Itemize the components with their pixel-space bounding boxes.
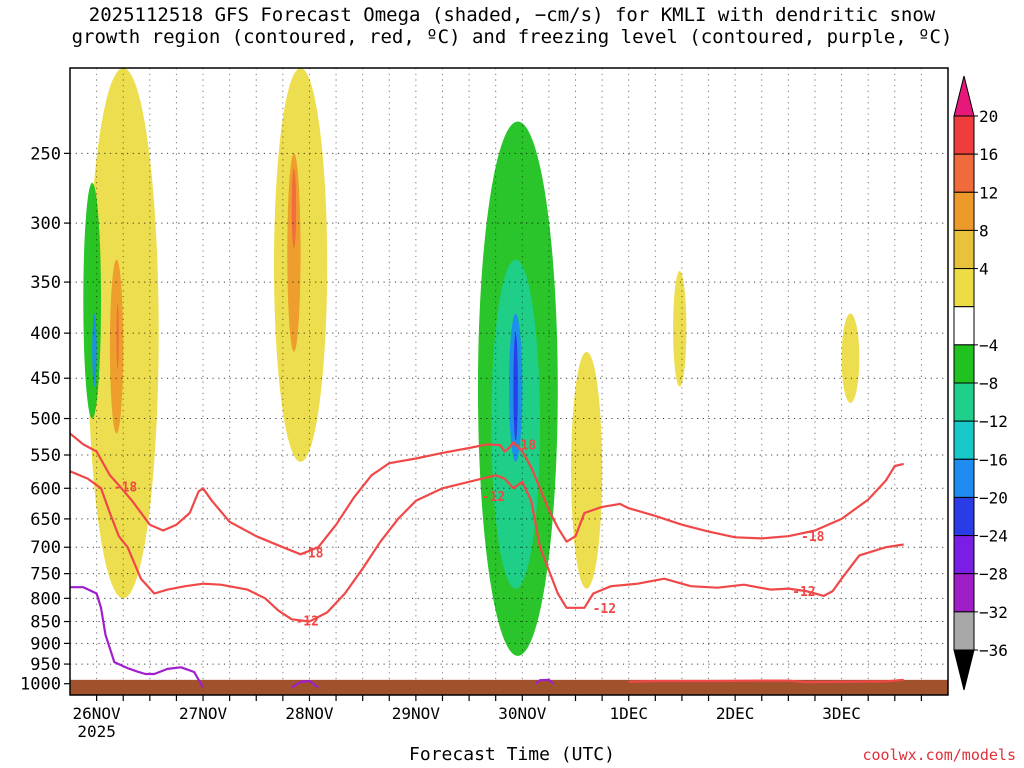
contour-label-2: -12 bbox=[295, 615, 318, 630]
grid-lines bbox=[70, 68, 948, 695]
y-tick-label-500: 500 bbox=[30, 410, 61, 430]
contour-line-unlabeled-2 bbox=[628, 678, 904, 684]
colorbar-bin--16-to--12 bbox=[953, 420, 975, 460]
colorbar-bin-8-to-12 bbox=[953, 191, 975, 231]
colorbar-tick-label--36: −36 bbox=[979, 641, 1008, 660]
colorbar-tick-label-8: 8 bbox=[979, 221, 989, 240]
omega-region-ascent-max-26nov bbox=[116, 303, 119, 370]
y-tick-label-250: 250 bbox=[30, 144, 61, 164]
colorbar-tick-label--16: −16 bbox=[979, 450, 1008, 469]
chart-title-line-1: 2025112518 GFS Forecast Omega (shaded, −… bbox=[88, 4, 936, 26]
colorbar-tick-label-4: 4 bbox=[979, 260, 989, 279]
y-tick-label-600: 600 bbox=[30, 479, 61, 499]
omega-region-ascent-core-26nov bbox=[109, 259, 124, 434]
y-tick-label-800: 800 bbox=[30, 589, 61, 609]
y-tick-label-400: 400 bbox=[30, 324, 61, 344]
colorbar-bin-16-to-20 bbox=[953, 115, 975, 155]
contour-label-7: -12 bbox=[792, 585, 815, 600]
omega-region-ascent-28nov-max bbox=[291, 168, 297, 248]
credit-link[interactable]: coolwx.com/models bbox=[862, 746, 1016, 764]
colorbar-tick-label--24: −24 bbox=[979, 527, 1008, 546]
colorbar: 20 16 12 8 4 −4 −8 −12 −16 −20 −24 −28 −32 −36 bbox=[953, 75, 1008, 691]
chart-title-line-2: growth region (contoured, red, ºC) and f… bbox=[71, 26, 953, 48]
x-tick-sublabel-26NOV: 2025 bbox=[77, 722, 116, 741]
colorbar-bin--32-to--28 bbox=[953, 573, 975, 613]
colorbar-tick-label--28: −28 bbox=[979, 565, 1008, 584]
x-tick-label-27NOV: 27NOV bbox=[179, 704, 228, 723]
y-tick-label-450: 450 bbox=[30, 369, 61, 389]
colorbar-bin-12-to-16 bbox=[953, 153, 975, 193]
y-tick-label-900: 900 bbox=[30, 634, 61, 654]
contour-labels: -18 -18 -12 -12 -18 -12 -18 -12 bbox=[114, 438, 825, 630]
contour-label-0: -18 bbox=[114, 480, 138, 495]
x-tick-label-29NOV: 29NOV bbox=[392, 704, 441, 723]
x-tick-label-3DEC: 3DEC bbox=[822, 704, 861, 723]
colorbar-bin--4-to-0 bbox=[953, 306, 975, 346]
omega-region-descent-26nov bbox=[83, 182, 102, 419]
contour-line-unlabeled-5 bbox=[534, 678, 555, 685]
contour-label-6: -18 bbox=[801, 530, 825, 545]
colorbar-bin-4-to-8 bbox=[953, 229, 975, 270]
colorbar-tick-label--4: −4 bbox=[979, 336, 998, 355]
x-tick-label-26NOV: 26NOV bbox=[73, 704, 122, 723]
colorbar-tick-label-20: 20 bbox=[979, 107, 998, 126]
colorbar-top-arrow bbox=[953, 75, 975, 117]
terrain-fill bbox=[70, 679, 948, 695]
colorbar-tick-label--8: −8 bbox=[979, 374, 998, 393]
colorbar-tick-label--12: −12 bbox=[979, 412, 1008, 431]
x-tick-label-28NOV: 28NOV bbox=[285, 704, 334, 723]
x-axis-title: Forecast Time (UTC) bbox=[409, 744, 615, 765]
contour-line-unlabeled-4 bbox=[291, 679, 319, 689]
y-tick-label-950: 950 bbox=[30, 655, 61, 675]
omega-region-ascent-28nov-core bbox=[287, 153, 301, 352]
colorbar-bottom-arrow bbox=[953, 649, 975, 691]
omega-region-ascent-28nov bbox=[273, 68, 328, 462]
omega-region-ascent-1dec bbox=[673, 270, 687, 387]
colorbar-bin--36-to--32 bbox=[953, 611, 975, 651]
contour-line-unlabeled-3 bbox=[70, 586, 204, 689]
colorbar-tick-label--32: −32 bbox=[979, 603, 1008, 622]
contour-layer bbox=[70, 432, 904, 689]
colorbar-bin--12-to--8 bbox=[953, 382, 975, 422]
y-tick-label-550: 550 bbox=[30, 446, 61, 466]
y-tick-label-300: 300 bbox=[30, 214, 61, 234]
colorbar-tick-label-12: 12 bbox=[979, 183, 998, 202]
omega-region-descent-29nov-max bbox=[513, 333, 518, 441]
y-tick-label-1000: 1000 bbox=[20, 675, 61, 695]
y-tick-label-850: 850 bbox=[30, 613, 61, 633]
contour-label-5: -12 bbox=[593, 602, 616, 617]
x-tick-label-30NOV: 30NOV bbox=[498, 704, 547, 723]
y-tick-label-700: 700 bbox=[30, 538, 61, 558]
colorbar-bin--20-to--16 bbox=[953, 458, 975, 498]
colorbar-bin-0-to-4 bbox=[953, 268, 975, 308]
contour-line-minus18-0 bbox=[70, 432, 904, 556]
contour-label-3: -12 bbox=[482, 490, 505, 505]
colorbar-bin--8-to--4 bbox=[953, 344, 975, 384]
omega-region-ascent-2dec bbox=[841, 313, 860, 403]
contour-label-4: -18 bbox=[513, 438, 537, 453]
plot-frame bbox=[69, 67, 949, 696]
colorbar-bin--28-to--24 bbox=[953, 535, 975, 575]
y-tick-label-650: 650 bbox=[30, 510, 61, 530]
colorbar-tick-label--20: −20 bbox=[979, 488, 1008, 507]
y-tick-label-750: 750 bbox=[30, 565, 61, 585]
y-axis: 2503003504004505005506006507007508008509… bbox=[20, 144, 70, 695]
contour-line-minus12-1 bbox=[70, 470, 904, 623]
y-tick-label-350: 350 bbox=[30, 273, 61, 293]
chart-title: 2025112518 GFS Forecast Omega (shaded, −… bbox=[0, 4, 1024, 48]
colorbar-tick-label-16: 16 bbox=[979, 145, 998, 164]
contour-label-1: -18 bbox=[300, 547, 324, 562]
terrain-layer bbox=[70, 679, 948, 695]
omega-region-descent-26nov-core bbox=[92, 313, 97, 387]
x-tick-label-2DEC: 2DEC bbox=[716, 704, 755, 723]
x-tick-label-1DEC: 1DEC bbox=[609, 704, 648, 723]
colorbar-bin--24-to--20 bbox=[953, 496, 975, 537]
